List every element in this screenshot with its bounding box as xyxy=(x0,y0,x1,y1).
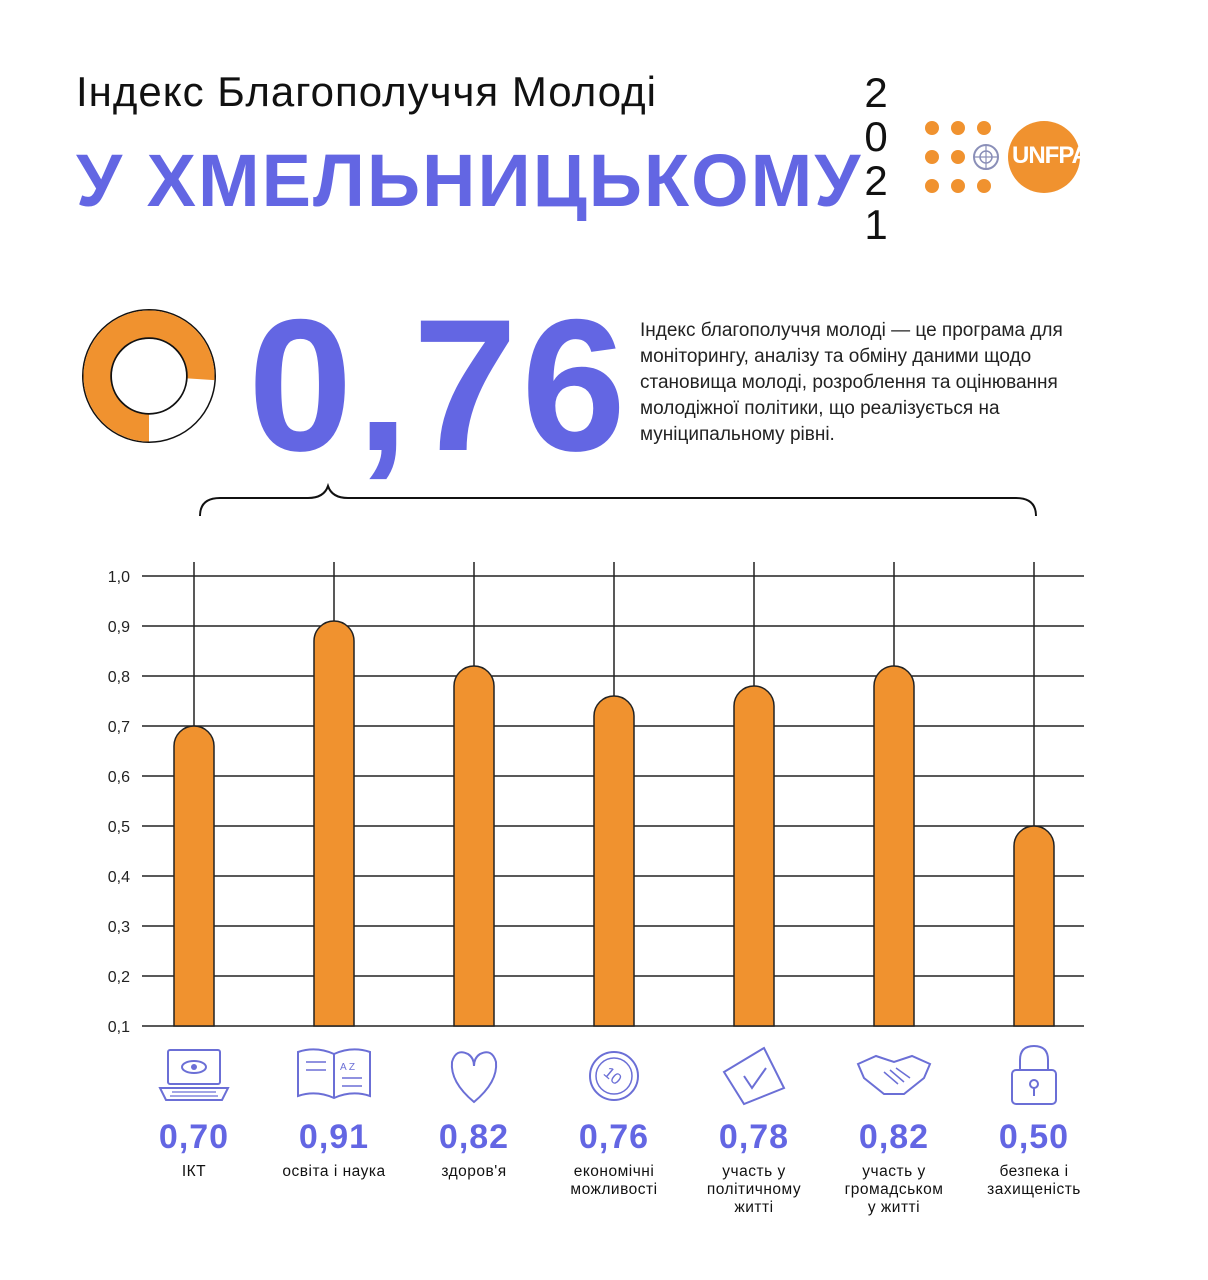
donut-value-arc xyxy=(83,310,215,442)
category-caption: 10 0,76 економічні можливості xyxy=(544,1042,684,1199)
category-value: 0,76 xyxy=(578,1118,650,1156)
category-caption: 0,78 участь у політичному житті xyxy=(684,1042,824,1217)
y-tick-label: 0,6 xyxy=(108,769,130,786)
svg-text:A Z: A Z xyxy=(340,1062,355,1073)
laptop-icon xyxy=(158,1049,230,1101)
page-subtitle: Індекс Благополуччя Молоді xyxy=(76,68,657,115)
category-label: безпека і захищеність xyxy=(987,1163,1081,1198)
bar xyxy=(173,725,215,1027)
category-label: ІКТ xyxy=(181,1163,207,1180)
y-tick-label: 0,4 xyxy=(108,869,130,886)
category-caption: 0,70 ІКТ xyxy=(124,1042,264,1181)
padlock-icon xyxy=(1011,1044,1057,1105)
index-value: 0,76 xyxy=(248,280,630,490)
bar-chart: 0,1 0,2 0,3 0,4 0,5 0,6 0,7 0,8 0,9 1,0 xyxy=(108,562,1084,1036)
category-label: участь у громадськом у житті xyxy=(844,1163,944,1216)
category-value: 0,70 xyxy=(158,1118,230,1156)
y-tick-label: 1,0 xyxy=(108,569,130,586)
handshake-icon xyxy=(856,1054,932,1095)
bar xyxy=(873,665,915,1027)
curly-brace xyxy=(199,482,1037,517)
book-icon: A Z xyxy=(297,1048,371,1100)
y-tick-label: 0,9 xyxy=(108,619,130,636)
bar xyxy=(733,685,775,1027)
svg-text:10: 10 xyxy=(600,1064,625,1089)
category-value: 0,78 xyxy=(718,1118,790,1156)
unfpa-logo-text: UNFPA xyxy=(1012,142,1089,169)
heart-icon xyxy=(450,1051,498,1104)
bar xyxy=(593,695,635,1027)
year-digit: 2 xyxy=(864,69,888,116)
bar xyxy=(313,620,355,1027)
y-tick-label: 0,3 xyxy=(108,919,130,936)
category-caption: A Z 0,91 освіта і наука xyxy=(264,1042,404,1181)
y-tick-label: 0,8 xyxy=(108,669,130,686)
ballot-icon xyxy=(722,1046,786,1106)
category-caption: 0,50 безпека і захищеність xyxy=(964,1042,1104,1199)
category-label: освіта і наука xyxy=(282,1163,386,1180)
unfpa-logo: UNFPA xyxy=(924,120,1089,194)
year-digit: 0 xyxy=(864,113,888,160)
year-digit: 2 xyxy=(864,157,888,204)
y-tick-label: 0,2 xyxy=(108,969,130,986)
y-tick-label: 0,7 xyxy=(108,719,130,736)
year-digit: 1 xyxy=(864,201,888,248)
coin-icon: 10 xyxy=(589,1051,639,1101)
category-caption: 0,82 участь у громадськом у житті xyxy=(824,1042,964,1217)
y-tick-label: 0,1 xyxy=(108,1019,130,1036)
index-donut-chart xyxy=(82,309,216,443)
bar xyxy=(453,665,495,1027)
category-value: 0,82 xyxy=(858,1118,930,1156)
index-description: Індекс благополуччя молоді — це програма… xyxy=(640,320,1063,445)
category-label: економічні можливості xyxy=(570,1163,658,1198)
bar xyxy=(1013,825,1055,1027)
category-value: 0,50 xyxy=(998,1118,1070,1156)
category-label: здоров'я xyxy=(441,1163,507,1180)
page-title: У ХМЕЛЬНИЦЬКОМУ xyxy=(76,139,863,222)
category-caption: 0,82 здоров'я xyxy=(404,1042,544,1181)
category-label: участь у політичному житті xyxy=(706,1163,802,1216)
y-tick-label: 0,5 xyxy=(108,819,130,836)
category-value: 0,91 xyxy=(298,1118,370,1156)
unfpa-emblem-icon xyxy=(925,121,1080,193)
category-value: 0,82 xyxy=(438,1118,510,1156)
